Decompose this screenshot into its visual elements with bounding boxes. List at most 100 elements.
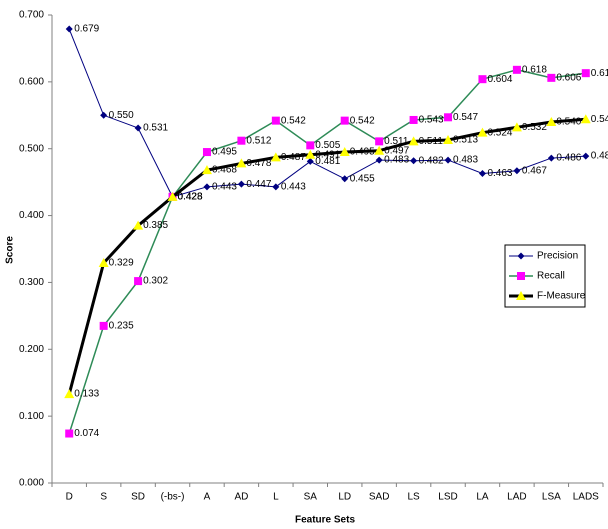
data-label: 0.542 — [281, 115, 306, 126]
data-point — [65, 25, 73, 33]
data-point — [443, 135, 454, 145]
series-line — [67, 117, 586, 395]
data-label: 0.302 — [143, 276, 168, 287]
data-point — [339, 147, 350, 157]
y-tick-label: 0.700 — [19, 10, 44, 21]
data-label: 0.486 — [556, 153, 581, 164]
data-label: 0.613 — [591, 68, 608, 79]
series-line — [68, 28, 586, 198]
data-point — [65, 429, 74, 438]
data-point — [272, 183, 280, 191]
x-tick-label: L — [273, 492, 279, 503]
data-label: 0.540 — [556, 117, 581, 128]
data-label: 0.428 — [178, 191, 203, 202]
y-tick-label: 0.000 — [19, 478, 44, 489]
data-label: 0.074 — [74, 428, 99, 439]
data-point — [133, 220, 144, 230]
data-point — [306, 157, 314, 165]
data-point — [408, 136, 419, 146]
data-label: 0.679 — [74, 24, 99, 35]
data-point — [271, 116, 280, 125]
data-point — [580, 114, 591, 124]
data-label: 0.547 — [453, 112, 478, 123]
legend-marker — [516, 291, 526, 300]
data-label: 0.505 — [315, 140, 340, 151]
data-point — [270, 152, 281, 162]
legend-label: F-Measure — [537, 291, 586, 302]
data-label: 0.455 — [350, 173, 375, 184]
data-label: 0.550 — [109, 110, 134, 121]
legend-marker — [517, 252, 525, 260]
x-tick-label: LSA — [542, 492, 561, 503]
data-point — [100, 111, 108, 119]
data-label: 0.428 — [178, 191, 203, 202]
y-tick-label: 0.600 — [19, 76, 44, 87]
y-tick-label: 0.300 — [19, 277, 44, 288]
data-label: 0.531 — [143, 123, 168, 134]
data-point — [444, 113, 453, 122]
data-point — [341, 175, 349, 183]
data-point — [134, 277, 143, 286]
data-point — [444, 156, 452, 164]
data-label: 0.482 — [419, 155, 444, 166]
data-label: 0.447 — [246, 179, 271, 190]
data-point — [477, 127, 488, 137]
data-point — [236, 158, 247, 168]
data-point — [582, 152, 590, 160]
y-tick-label: 0.500 — [19, 143, 44, 154]
data-point — [581, 69, 590, 78]
y-axis-title: Score — [5, 236, 16, 264]
legend-marker — [517, 272, 525, 280]
data-label: 0.511 — [384, 136, 409, 147]
x-tick-label: SD — [131, 492, 145, 503]
data-label: 0.543 — [419, 115, 444, 126]
data-label: 0.468 — [212, 165, 237, 176]
data-label: 0.491 — [315, 149, 340, 160]
data-label: 0.428 — [178, 191, 203, 202]
data-label: 0.483 — [453, 155, 478, 166]
data-point — [306, 141, 315, 150]
x-tick-label: LAD — [507, 492, 526, 503]
y-tick-label: 0.200 — [19, 344, 44, 355]
data-point — [203, 183, 211, 191]
data-label: 0.542 — [350, 115, 375, 126]
data-label: 0.497 — [384, 145, 409, 156]
x-tick-label: SAD — [369, 492, 390, 503]
x-axis-title: Feature Sets — [295, 515, 355, 526]
data-point — [99, 321, 108, 330]
y-tick-label: 0.100 — [19, 411, 44, 422]
data-point — [478, 169, 486, 177]
data-label: 0.481 — [315, 156, 340, 167]
data-label: 0.604 — [487, 74, 512, 85]
x-tick-label: AD — [234, 492, 248, 503]
data-point — [134, 124, 142, 132]
data-point — [305, 149, 316, 159]
data-label: 0.489 — [591, 151, 608, 162]
data-point — [237, 180, 245, 188]
data-label: 0.385 — [143, 220, 168, 231]
data-label: 0.495 — [212, 147, 237, 158]
series-line — [68, 69, 586, 434]
x-tick-label: SA — [304, 492, 318, 503]
data-point — [167, 191, 178, 201]
x-tick-label: LSD — [438, 492, 457, 503]
data-point — [202, 148, 211, 157]
data-point — [201, 165, 212, 175]
data-point — [547, 73, 556, 82]
x-tick-label: D — [66, 492, 73, 503]
data-point — [478, 75, 487, 84]
data-label: 0.487 — [281, 152, 306, 163]
data-point — [375, 137, 384, 146]
data-point — [98, 258, 109, 268]
x-tick-label: LADS — [573, 492, 599, 503]
data-point — [237, 136, 246, 145]
data-label: 0.463 — [487, 168, 512, 179]
data-label: 0.133 — [74, 389, 99, 400]
data-label: 0.544 — [591, 114, 608, 125]
data-point — [546, 116, 557, 126]
data-point — [340, 116, 349, 125]
data-label: 0.511 — [419, 136, 444, 147]
x-tick-label: S — [100, 492, 107, 503]
data-point — [409, 115, 418, 124]
